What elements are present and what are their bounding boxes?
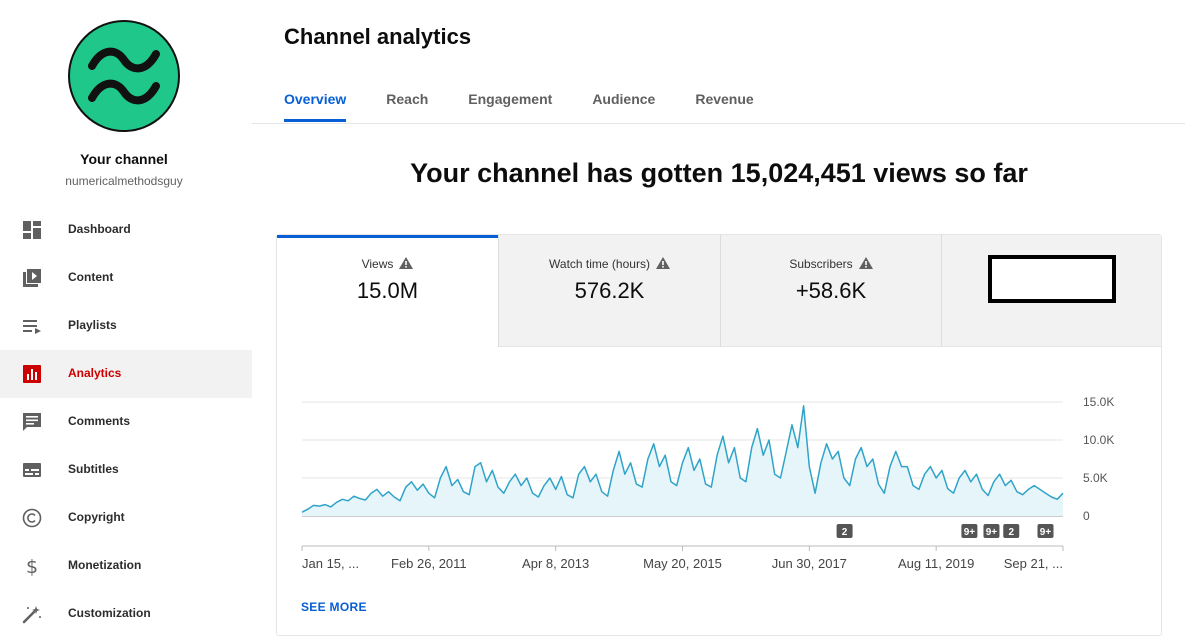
sidebar-item-monetization[interactable]: $ Monetization (0, 542, 252, 590)
metric-redacted[interactable] (941, 235, 1161, 347)
x-tick-label: May 20, 2015 (643, 556, 722, 571)
playlists-icon (23, 320, 41, 334)
annotation-marker (1003, 524, 1020, 538)
series-line (301, 405, 1064, 513)
analytics-icon (23, 365, 41, 383)
customization-icon (22, 606, 41, 624)
y-tick-label: 0 (1083, 509, 1090, 523)
annotation-marker-label: 2 (842, 527, 848, 538)
metric-value: 15.0M (356, 278, 419, 303)
x-tick-label: Apr 8, 2013 (522, 556, 589, 571)
x-tick-label: Jan 15, ... (302, 556, 359, 571)
sidebar-item-content[interactable]: Content (0, 254, 252, 302)
sidebar-item-label: Comments (68, 414, 131, 428)
sidebar-item-label: Copyright (68, 510, 125, 524)
annotation-marker-label: 9+ (964, 527, 976, 538)
tab-engagement[interactable]: Engagement (468, 91, 553, 107)
sidebar-item-comments[interactable]: Comments (0, 398, 252, 446)
metric-tabs: Views 15.0M Watch time (hours) 576.2K Su… (277, 235, 1161, 347)
sidebar-item-label: Playlists (68, 318, 117, 332)
metric-label-text: Watch time (hours) (549, 257, 650, 271)
sidebar-nav: Dashboard Content Playlists Analytics (0, 206, 252, 638)
total-views-headline: Your channel has gotten 15,024,451 views… (410, 158, 1028, 188)
y-tick-label: 10.0K (1083, 433, 1114, 447)
series-area (302, 405, 1063, 516)
metric-label-text: Subscribers (789, 257, 853, 271)
tab-overview[interactable]: Overview (284, 84, 347, 122)
metric-label: Watch time (hours) (499, 257, 720, 271)
dashboard-icon (23, 221, 41, 239)
tab-revenue[interactable]: Revenue (695, 91, 754, 107)
x-tick-label: Feb 26, 2011 (391, 556, 467, 571)
page-title: Channel analytics (284, 24, 472, 49)
sidebar: Your channel numericalmethodsguy Dashboa… (0, 0, 252, 644)
sidebar-item-customization[interactable]: Customization (0, 590, 252, 638)
analytics-tabs: Overview Reach Engagement Audience Reven… (284, 84, 794, 124)
overview-card: Views 15.0M Watch time (hours) 576.2K Su… (276, 234, 1162, 636)
tab-audience[interactable]: Audience (592, 91, 656, 107)
channel-avatar[interactable] (68, 20, 180, 132)
warning-icon (399, 257, 414, 269)
x-tick-label: Sep 21, ... (1004, 556, 1063, 571)
annotation-marker (1037, 524, 1054, 538)
subtitles-icon (23, 463, 41, 477)
redacted-box (988, 255, 1116, 303)
annotation-marker-label: 2 (1008, 527, 1014, 538)
metric-subscribers[interactable]: Subscribers +58.6K (720, 235, 941, 347)
views-chart[interactable]: 15.0K 10.0K 5.0K 0 2 9+ 9+ 2 9+ Jan 15, ... Feb 26… (277, 375, 1161, 575)
warning-icon (655, 257, 670, 269)
sidebar-item-analytics[interactable]: Analytics (0, 350, 252, 398)
tab-reach[interactable]: Reach (386, 91, 429, 107)
annotation-marker-label: 9+ (986, 527, 998, 538)
see-more-link[interactable]: SEE MORE (301, 600, 367, 614)
metric-label-text: Views (361, 257, 394, 271)
sidebar-item-dashboard[interactable]: Dashboard (0, 206, 252, 254)
channel-handle: numericalmethodsguy (65, 174, 183, 188)
metric-label: Views (277, 257, 498, 271)
metric-value: +58.6K (795, 278, 867, 303)
annotation-marker (836, 524, 853, 538)
x-tick-label: Jun 30, 2017 (772, 556, 847, 571)
your-channel-label[interactable]: Your channel (80, 151, 168, 167)
warning-icon (858, 257, 873, 269)
metric-value: 576.2K (574, 278, 645, 303)
comments-icon (23, 413, 41, 431)
approx-symbol-icon (88, 47, 160, 105)
svg-text:$: $ (26, 556, 38, 576)
sidebar-item-label: Analytics (68, 366, 122, 380)
sidebar-item-label: Monetization (68, 558, 142, 572)
sidebar-item-label: Dashboard (68, 222, 131, 236)
sidebar-item-label: Content (68, 270, 114, 284)
annotation-marker (961, 524, 978, 538)
annotation-marker (983, 524, 1000, 538)
y-tick-label: 15.0K (1083, 395, 1114, 409)
metric-watch-time[interactable]: Watch time (hours) 576.2K (498, 235, 720, 347)
tabs-divider (252, 123, 1185, 124)
x-tick-label: Aug 11, 2019 (898, 556, 974, 571)
sidebar-item-playlists[interactable]: Playlists (0, 302, 252, 350)
sidebar-item-copyright[interactable]: Copyright (0, 494, 252, 542)
copyright-icon (22, 508, 42, 528)
content-icon (23, 269, 41, 287)
annotation-marker-label: 9+ (1040, 527, 1052, 538)
sidebar-item-label: Customization (68, 606, 151, 620)
monetization-icon: $ (26, 556, 38, 576)
metric-views[interactable]: Views 15.0M (277, 235, 498, 347)
sidebar-item-label: Subtitles (68, 462, 119, 476)
sidebar-item-subtitles[interactable]: Subtitles (0, 446, 252, 494)
y-tick-label: 5.0K (1083, 471, 1108, 485)
metric-label: Subscribers (721, 257, 941, 271)
